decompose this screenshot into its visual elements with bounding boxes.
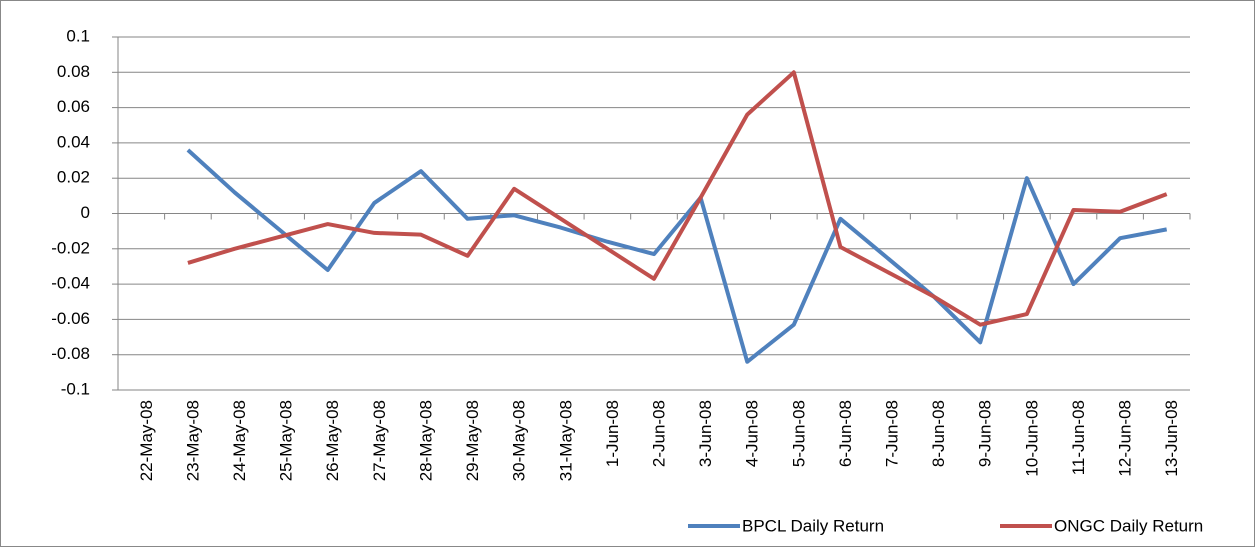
y-tick-label: -0.08 bbox=[51, 344, 90, 363]
x-tick-label: 23-May-08 bbox=[183, 400, 202, 481]
x-tick-label: 8-Jun-08 bbox=[929, 400, 948, 467]
y-tick-label: -0.02 bbox=[51, 238, 90, 257]
y-tick-label: -0.06 bbox=[51, 309, 90, 328]
x-tick-label: 26-May-08 bbox=[323, 400, 342, 481]
y-tick-label: 0.04 bbox=[57, 132, 90, 151]
x-tick-label: 1-Jun-08 bbox=[603, 400, 622, 467]
y-tick-label: 0.02 bbox=[57, 168, 90, 187]
x-tick-label: 3-Jun-08 bbox=[696, 400, 715, 467]
x-tick-label: 30-May-08 bbox=[510, 400, 529, 481]
x-tick-label: 28-May-08 bbox=[416, 400, 435, 481]
x-tick-label: 7-Jun-08 bbox=[883, 400, 902, 467]
x-tick-label: 4-Jun-08 bbox=[743, 400, 762, 467]
x-tick-label: 11-Jun-08 bbox=[1069, 400, 1088, 475]
x-tick-label: 12-Jun-08 bbox=[1116, 400, 1135, 477]
data-line bbox=[187, 70, 1168, 327]
x-tick-label: 9-Jun-08 bbox=[976, 400, 995, 467]
y-tick-label: 0.08 bbox=[57, 62, 90, 81]
x-tick-label: 13-Jun-08 bbox=[1162, 400, 1181, 477]
x-tick-label: 31-May-08 bbox=[556, 400, 575, 481]
y-tick-label: -0.04 bbox=[51, 274, 90, 293]
y-tick-label: 0.1 bbox=[66, 26, 90, 45]
y-tick-label: -0.1 bbox=[61, 379, 90, 398]
x-tick-label: 27-May-08 bbox=[370, 400, 389, 481]
data-line bbox=[186, 148, 1168, 364]
x-tick-label: 5-Jun-08 bbox=[789, 400, 808, 467]
x-tick-label: 10-Jun-08 bbox=[1022, 400, 1041, 477]
legend-label: BPCL Daily Return bbox=[742, 516, 884, 535]
legend-label: ONGC Daily Return bbox=[1054, 516, 1203, 535]
x-tick-label: 6-Jun-08 bbox=[836, 400, 855, 467]
x-tick-label: 2-Jun-08 bbox=[649, 400, 668, 467]
x-tick-label: 29-May-08 bbox=[463, 400, 482, 481]
x-tick-label: 25-May-08 bbox=[277, 400, 296, 481]
x-tick-label: 24-May-08 bbox=[230, 400, 249, 481]
y-tick-label: 0.06 bbox=[57, 97, 90, 116]
x-tick-label: 22-May-08 bbox=[137, 400, 156, 481]
y-tick-label: 0 bbox=[81, 203, 90, 222]
